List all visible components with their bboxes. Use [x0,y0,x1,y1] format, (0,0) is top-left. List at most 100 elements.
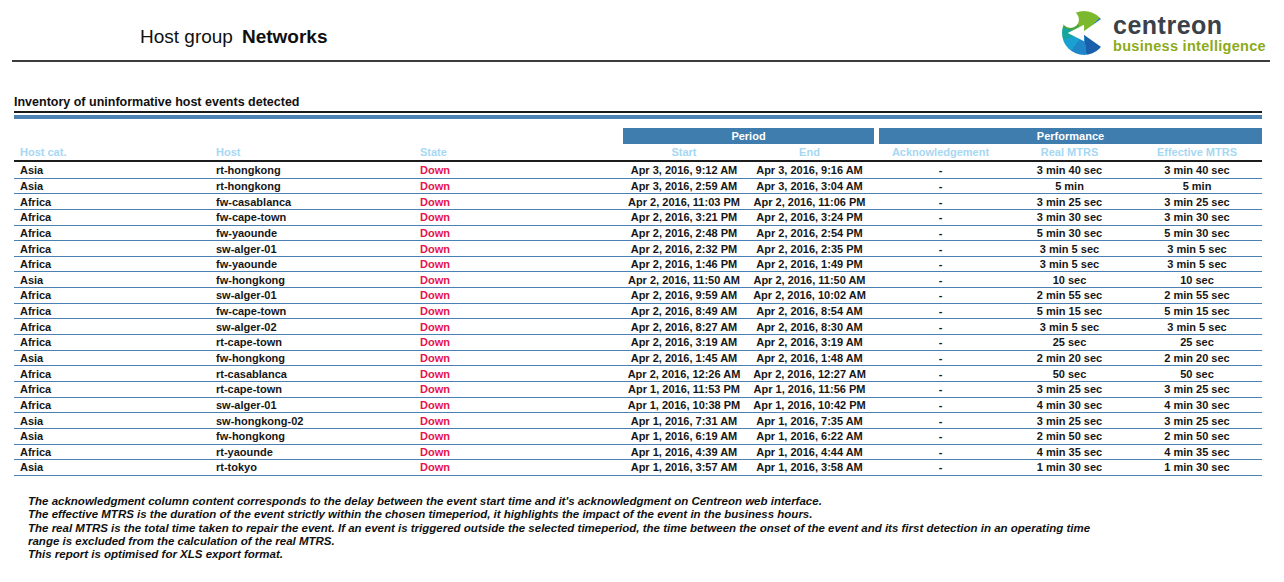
cell-host: rt-cape-town [216,383,420,395]
cell-host: sw-alger-01 [216,243,420,255]
cell-state: Down [420,368,623,380]
cell-state: Down [420,399,623,411]
cell-real-mtrs: 2 min 20 sec [1007,352,1132,364]
cell-host-cat: Africa [14,227,216,239]
table-row: Asiafw-hongkongDownApr 1, 2016, 6:19 AMA… [14,428,1262,444]
cell-end: Apr 1, 2016, 7:35 AM [745,415,874,427]
cell-end: Apr 1, 2016, 6:22 AM [745,430,874,442]
cell-host-cat: Asia [14,461,216,473]
cell-ack: - [874,289,1007,301]
cell-effective-mtrs: 5 min 15 sec [1132,305,1262,317]
cell-ack: - [874,415,1007,427]
cell-host-cat: Africa [14,211,216,223]
cell-effective-mtrs: 5 min 30 sec [1132,227,1262,239]
page-title-prefix: Host group [140,26,233,47]
cell-end: Apr 1, 2016, 4:44 AM [745,446,874,458]
cell-start: Apr 1, 2016, 4:39 AM [623,446,745,458]
cell-real-mtrs: 5 min 15 sec [1007,305,1132,317]
col-header-acknowledgement: Acknowledgement [874,146,1007,158]
cell-end: Apr 2, 2016, 11:06 PM [745,196,874,208]
cell-effective-mtrs: 4 min 35 sec [1132,446,1262,458]
table-row: Asiart-hongkongDownApr 3, 2016, 2:59 AMA… [14,178,1262,194]
cell-state: Down [420,227,623,239]
cell-state: Down [420,446,623,458]
cell-ack: - [874,196,1007,208]
col-header-effective-mtrs: Effective MTRS [1132,146,1262,158]
cell-end: Apr 2, 2016, 1:49 PM [745,258,874,270]
cell-start: Apr 3, 2016, 2:59 AM [623,180,745,192]
table-row: Africafw-cape-townDownApr 2, 2016, 8:49 … [14,303,1262,319]
cell-start: Apr 2, 2016, 11:50 AM [623,274,745,286]
cell-start: Apr 2, 2016, 8:49 AM [623,305,745,317]
cell-state: Down [420,415,623,427]
col-header-state: State [420,146,623,158]
cell-real-mtrs: 2 min 50 sec [1007,430,1132,442]
table-body: Asiart-hongkongDownApr 3, 2016, 9:12 AMA… [14,160,1262,476]
cell-real-mtrs: 1 min 30 sec [1007,461,1132,473]
cell-host: rt-casablanca [216,368,420,380]
cell-ack: - [874,461,1007,473]
cell-effective-mtrs: 3 min 5 sec [1132,321,1262,333]
cell-host-cat: Asia [14,415,216,427]
cell-host-cat: Africa [14,336,216,348]
table-column-header-row: Host cat. Host State Start End Acknowled… [14,144,1262,160]
cell-host-cat: Africa [14,321,216,333]
cell-real-mtrs: 3 min 5 sec [1007,258,1132,270]
cell-start: Apr 2, 2016, 2:48 PM [623,227,745,239]
cell-state: Down [420,430,623,442]
cell-ack: - [874,258,1007,270]
cell-host-cat: Asia [14,430,216,442]
cell-ack: - [874,164,1007,176]
cell-real-mtrs: 3 min 5 sec [1007,243,1132,255]
cell-state: Down [420,321,623,333]
cell-real-mtrs: 5 min [1007,180,1132,192]
cell-real-mtrs: 50 sec [1007,368,1132,380]
page-title-name: Networks [242,26,328,47]
cell-host: fw-hongkong [216,274,420,286]
footnote-line: range is excluded from the calculation o… [28,535,1240,548]
table-row: Asiart-tokyoDownApr 1, 2016, 3:57 AMApr … [14,459,1262,475]
cell-ack: - [874,368,1007,380]
cell-end: Apr 3, 2016, 9:16 AM [745,164,874,176]
cell-effective-mtrs: 3 min 25 sec [1132,415,1262,427]
cell-effective-mtrs: 10 sec [1132,274,1262,286]
cell-ack: - [874,227,1007,239]
table-row: Africart-cape-townDownApr 2, 2016, 3:19 … [14,334,1262,350]
cell-ack: - [874,211,1007,223]
table-row: Africasw-alger-01DownApr 2, 2016, 2:32 P… [14,240,1262,256]
col-header-host-cat: Host cat. [14,146,216,158]
table-row: Asiasw-hongkong-02DownApr 1, 2016, 7:31 … [14,412,1262,428]
cell-host: rt-hongkong [216,164,420,176]
cell-state: Down [420,305,623,317]
cell-host: rt-hongkong [216,180,420,192]
table-group-header-row: Period Performance [14,128,1262,144]
cell-host-cat: Asia [14,274,216,286]
footnote-line: The acknowledgment column content corres… [28,495,1240,508]
cell-start: Apr 1, 2016, 11:53 PM [623,383,745,395]
cell-effective-mtrs: 3 min 25 sec [1132,196,1262,208]
cell-effective-mtrs: 25 sec [1132,336,1262,348]
cell-host-cat: Asia [14,164,216,176]
cell-effective-mtrs: 5 min [1132,180,1262,192]
cell-start: Apr 3, 2016, 9:12 AM [623,164,745,176]
cell-state: Down [420,274,623,286]
cell-start: Apr 1, 2016, 6:19 AM [623,430,745,442]
cell-effective-mtrs: 2 min 50 sec [1132,430,1262,442]
cell-state: Down [420,336,623,348]
table-row: Africart-yaoundeDownApr 1, 2016, 4:39 AM… [14,444,1262,460]
cell-effective-mtrs: 4 min 30 sec [1132,399,1262,411]
cell-host-cat: Asia [14,352,216,364]
centreon-c-icon [1062,11,1106,55]
col-header-end: End [745,146,874,158]
cell-host-cat: Asia [14,180,216,192]
cell-start: Apr 2, 2016, 3:19 AM [623,336,745,348]
cell-start: Apr 2, 2016, 8:27 AM [623,321,745,333]
group-header-performance: Performance [879,128,1262,144]
cell-effective-mtrs: 2 min 55 sec [1132,289,1262,301]
cell-host: rt-yaounde [216,446,420,458]
cell-state: Down [420,289,623,301]
cell-effective-mtrs: 3 min 5 sec [1132,258,1262,270]
cell-host-cat: Africa [14,258,216,270]
cell-state: Down [420,258,623,270]
cell-start: Apr 2, 2016, 9:59 AM [623,289,745,301]
